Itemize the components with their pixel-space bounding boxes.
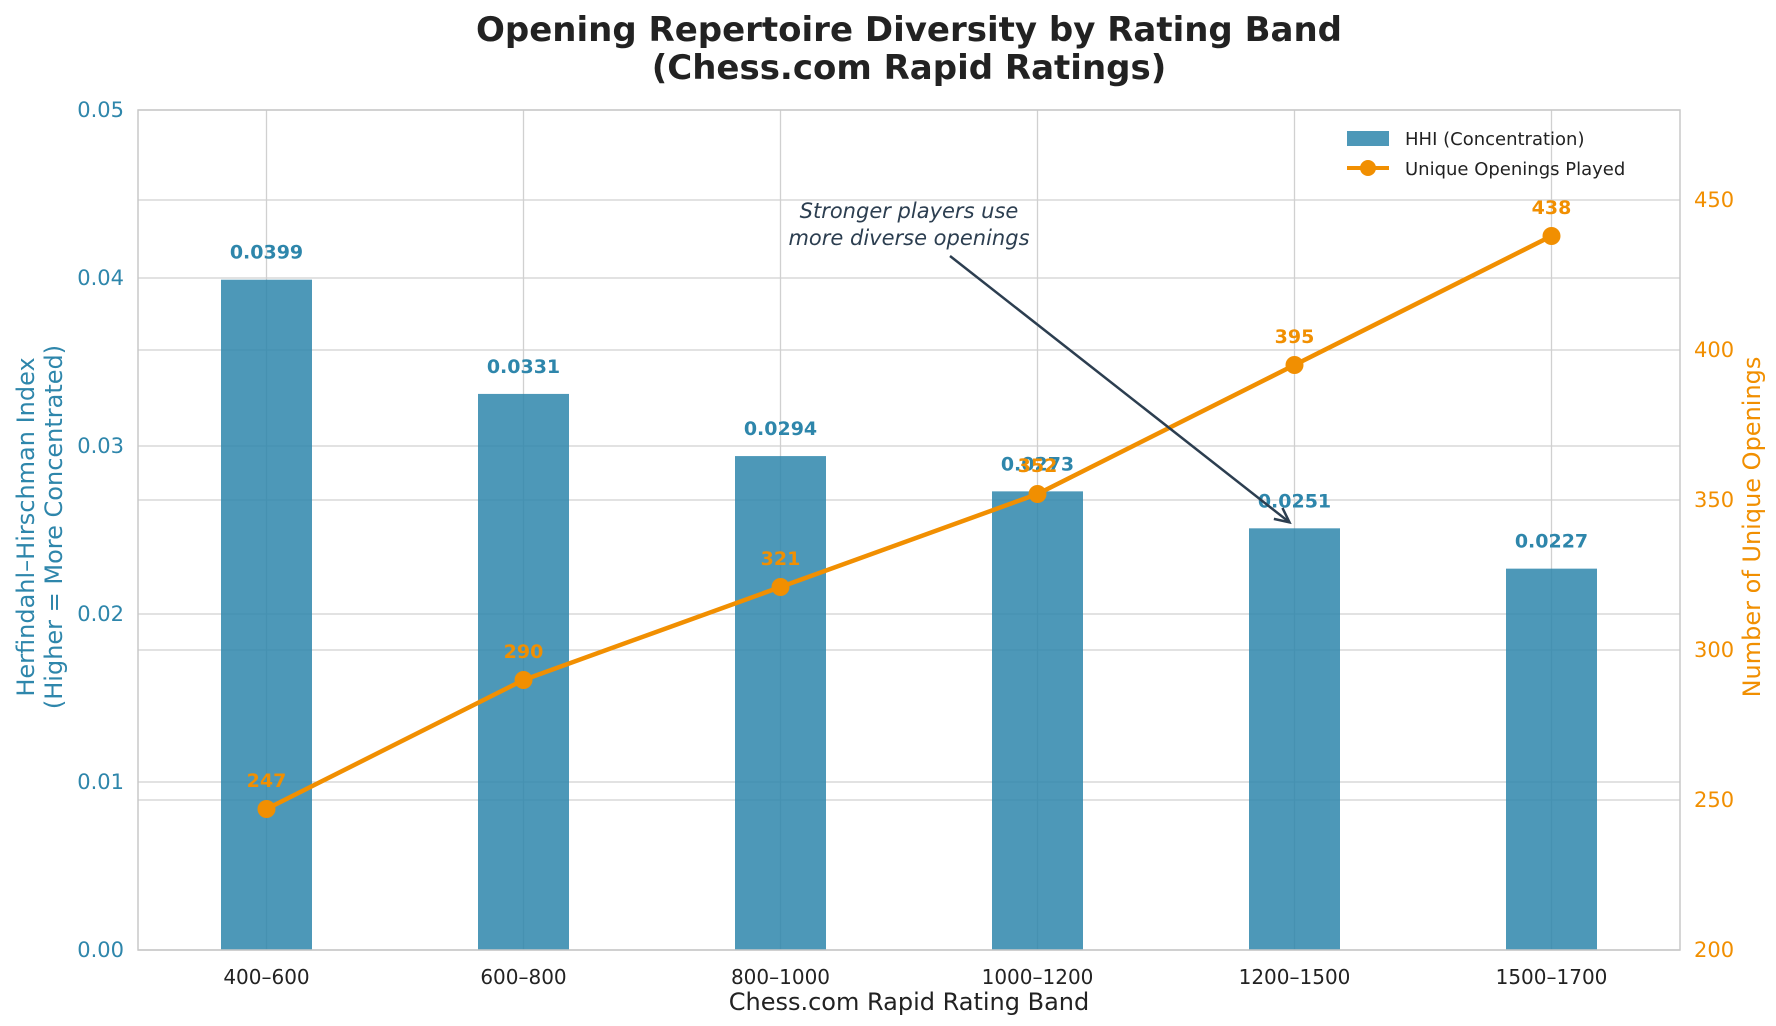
y-tick-left-label: 0.01 [77,770,124,794]
y-tick-right-label: 200 [1694,938,1734,962]
line-point [1285,356,1304,374]
annotation: Stronger players use more diverse openin… [788,199,1292,525]
bar [221,279,312,950]
bar-value-label: 0.0251 [1258,490,1331,512]
line-point [771,578,790,596]
x-tick-label: 1200–1500 [1239,965,1351,989]
series-line [265,233,1553,812]
line-series [257,227,1561,818]
chart-title: Opening Repertoire Diversity by Rating B… [476,10,1342,50]
y-axis-right-label: Number of Unique Openings [1738,357,1766,698]
annotation-arrow [949,255,1291,524]
right-gridlines [138,199,1680,951]
y-tick-left-label: 0.02 [77,602,124,626]
annotation-text-line2: more diverse openings [788,226,1029,250]
y-tick-left-label: 0.05 [77,98,124,122]
y-tick-right-label: 350 [1694,488,1734,512]
line-labels: 247 290 321 352 395 438 [247,197,1572,792]
y-tick-right-label: 450 [1694,188,1734,212]
y-axis-left-label-line2: (Higher = More Concentrated) [40,345,68,709]
legend-bar-swatch [1347,131,1389,146]
x-axis-ticks: 400–600 600–800 800–1000 1000–1200 1200–1500… [223,965,1607,989]
chart-subtitle: (Chess.com Rapid Ratings) [652,48,1167,88]
x-tick-label: 1000–1200 [982,965,1094,989]
y-tick-right-label: 250 [1694,788,1734,812]
line-value-label: 247 [247,770,287,792]
bar-value-label: 0.0331 [487,356,560,378]
line-value-label: 290 [504,641,544,663]
line-point [1028,485,1047,503]
bar-series [221,279,1597,950]
bar-labels: 0.0399 0.0331 0.0294 0.0273 0.0251 0.0227 [230,242,1588,553]
bar-value-label: 0.0227 [1515,531,1588,553]
x-tick-label: 400–600 [223,965,309,989]
right-axis-ticks: 200 250 300 350 400 450 [1694,188,1734,962]
x-tick-label: 1500–1700 [1496,965,1608,989]
y-tick-left-label: 0.03 [77,434,124,458]
bar [992,491,1083,950]
legend: HHI (Concentration) Unique Openings Play… [1347,129,1625,180]
bar-value-label: 0.0399 [230,242,303,264]
legend-line-marker [1360,160,1376,176]
x-axis-label: Chess.com Rapid Rating Band [729,988,1090,1016]
line-point [1542,227,1561,245]
line-point [514,671,533,689]
bar [1506,568,1597,950]
legend-bar-label: HHI (Concentration) [1405,129,1584,150]
x-tick-label: 800–1000 [731,965,830,989]
line-value-label: 395 [1275,326,1315,348]
y-tick-right-label: 400 [1694,338,1734,362]
bar [735,456,826,950]
annotation-text-line1: Stronger players use [800,199,1019,223]
legend-line-label: Unique Openings Played [1405,159,1625,180]
line-value-label: 352 [1018,455,1058,477]
bar [1249,528,1340,950]
bar-value-label: 0.0294 [744,418,817,440]
y-axis-left-label-line1: Herfindahl–Hirschman Index [12,357,40,696]
y-tick-left-label: 0.00 [77,938,124,962]
left-axis-ticks: 0.00 0.01 0.02 0.03 0.04 0.05 [77,98,124,962]
bar-value-label: 0.0273 [1001,453,1074,475]
line-point [257,800,276,818]
x-tick-label: 600–800 [480,965,566,989]
annotation-arrowhead [1273,507,1292,525]
line-value-label: 321 [761,548,801,570]
line-value-label: 438 [1532,197,1572,219]
y-tick-right-label: 300 [1694,638,1734,662]
y-tick-left-label: 0.04 [77,266,124,290]
plot-frame [137,109,1681,951]
